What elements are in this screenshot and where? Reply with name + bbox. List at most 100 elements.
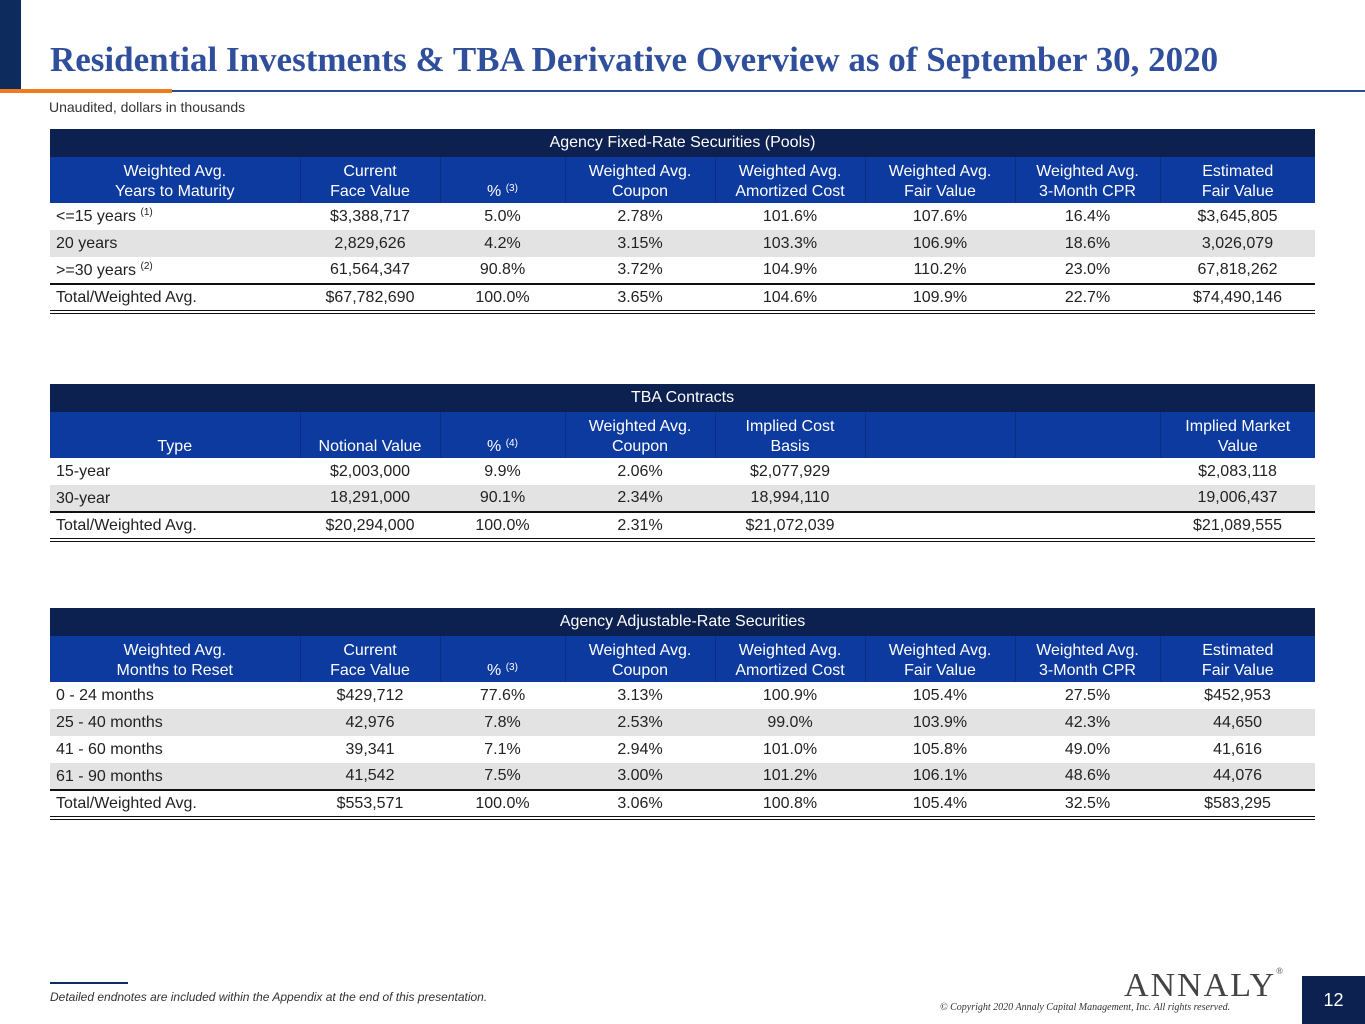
table-cell: $2,077,929	[749, 462, 831, 480]
table-cell: 2.78%	[617, 207, 663, 225]
table-row: 15-year $2,003,000 9.9% 2.06% $2,077,929 $2,…	[50, 458, 1315, 485]
column-header: Weighted Avg. Years to Maturity	[50, 157, 301, 203]
header-line-1: Estimated	[1202, 163, 1274, 180]
table-cell: $429,712	[336, 686, 404, 704]
adjustable-rate-table: Agency Adjustable-Rate Securities Weight…	[50, 608, 1316, 820]
table-row: 30-year 18,291,000 90.1% 2.34% 18,994,110 19…	[50, 485, 1316, 512]
total-cell: 100.0%	[440, 511, 565, 542]
header-line-1: Weighted Avg.	[888, 642, 992, 659]
table-cell: 42.3%	[1015, 709, 1160, 736]
page-title: Residential Investments & TBA Derivative…	[50, 40, 1219, 79]
page-number: 12	[1302, 976, 1365, 1024]
table-row: 25 - 40 months 42,976 7.8% 2.53% 99.0% 103.9…	[50, 709, 1316, 736]
header-footnote-ref: (4)	[505, 438, 518, 449]
header-label: Fair Value	[1201, 183, 1274, 200]
company-logo: ANNALY®	[1124, 966, 1283, 1005]
total-row: Total/Weighted Avg. $553,571 100.0% 3.06% 10…	[50, 789, 1316, 820]
column-header: Weighted Avg. Coupon	[565, 636, 716, 682]
header-label: %	[487, 662, 502, 679]
logo-registered-mark: ®	[1276, 966, 1283, 976]
row-footnote-ref: (2)	[140, 260, 153, 272]
table-cell: 3.72%	[617, 261, 663, 278]
column-header: Weighted Avg. 3-Month CPR	[1015, 636, 1161, 682]
header-line-1: Weighted Avg.	[123, 163, 227, 180]
column-header-row: Weighted Avg. Months to Reset Current Face…	[50, 636, 1316, 682]
column-header: % (4)	[440, 412, 566, 458]
table-row: >=30 years (2) 61,564,347 90.8% 3.72% 104.9%…	[50, 257, 1315, 284]
table-cell: 106.1%	[865, 763, 1015, 790]
row-label: 20 years	[56, 235, 118, 252]
logo-text: ANNALY	[1124, 967, 1277, 1004]
column-header: Weighted Avg. Months to Reset	[50, 636, 301, 682]
header-label: Value	[1217, 438, 1258, 455]
header-line-2: Value	[1165, 435, 1312, 455]
header-line-1: Estimated	[1202, 642, 1274, 659]
table-cell: 39,341	[345, 740, 395, 758]
table-cell: 27.5%	[1064, 686, 1111, 704]
table-cell: 101.0%	[762, 740, 818, 758]
table-cell: 3.13%	[617, 686, 663, 704]
table-cell: 67,818,262	[1197, 261, 1278, 278]
table-cell: $452,953	[1204, 686, 1271, 704]
row-label: 25 - 40 months	[56, 714, 163, 731]
table-cell: 61,564,347	[329, 261, 411, 278]
table-cell: 99.0%	[715, 709, 865, 736]
total-cell: $67,782,690	[300, 283, 440, 314]
endnote-text: Detailed endnotes are included within th…	[50, 990, 488, 1004]
table-cell: 23.0%	[1064, 261, 1111, 278]
row-footnote-ref: (1)	[140, 207, 153, 218]
table-cell: 44,650	[1160, 709, 1316, 736]
header-footnote-ref: (3)	[505, 662, 518, 673]
table-cell: 48.6%	[1015, 763, 1160, 790]
row-label-cell: 0 - 24 months	[50, 682, 300, 709]
row-label: <=15 years	[56, 208, 137, 225]
total-cell: 105.4%	[865, 789, 1015, 820]
header-label: %	[487, 183, 502, 200]
header-label: Amortized Cost	[735, 183, 845, 200]
header-line-2: Fair Value	[870, 659, 1011, 679]
column-header: Notional Value	[300, 412, 441, 458]
table-cell: 2,829,626	[300, 230, 440, 257]
header-label: Fair Value	[904, 662, 976, 679]
column-header	[865, 412, 1016, 458]
row-label-cell: 41 - 60 months	[50, 736, 300, 763]
table-cell: $2,003,000	[329, 462, 411, 480]
header-line-2: Face Value	[305, 659, 436, 679]
column-header: Weighted Avg. Fair Value	[865, 636, 1016, 682]
column-header: Weighted Avg. 3-Month CPR	[1015, 157, 1161, 203]
table-cell: 3,026,079	[1160, 230, 1316, 257]
header-label: Fair Value	[1201, 662, 1274, 679]
header-line-1: Weighted Avg.	[738, 163, 842, 180]
row-label: 0 - 24 months	[56, 687, 154, 704]
table-cell: 103.3%	[715, 230, 865, 257]
total-cell: 109.9%	[865, 283, 1015, 314]
header-label: 3-Month CPR	[1039, 662, 1136, 679]
total-cell: 3.65%	[565, 283, 715, 314]
column-header	[1015, 412, 1161, 458]
table-cell: 105.4%	[912, 686, 968, 704]
total-cell: $74,490,146	[1160, 283, 1316, 314]
table-cell: 9.9%	[484, 462, 521, 480]
total-cell	[865, 511, 1015, 542]
header-line-1: Weighted Avg.	[588, 163, 692, 180]
header-line-2: Notional Value	[305, 435, 436, 455]
table-row: 20 years 2,829,626 4.2% 3.15% 103.3% 106.9% 1…	[50, 230, 1316, 257]
row-label-cell: 15-year	[50, 458, 300, 485]
header-line-1: Current	[343, 163, 397, 180]
row-label: 30-year	[56, 489, 111, 507]
header-line-2: Face Value	[305, 180, 436, 200]
total-cell: 104.6%	[715, 283, 865, 314]
column-header-row: Weighted Avg. Years to Maturity Current Fa…	[50, 157, 1316, 203]
table-row: 41 - 60 months 39,341 7.1% 2.94% 101.0% 105.…	[50, 736, 1315, 763]
header-line-1: Current	[343, 642, 397, 659]
column-header: Estimated Fair Value	[1160, 636, 1316, 682]
table-cell: 77.6%	[479, 686, 526, 704]
header-label: %	[487, 438, 502, 455]
header-line-2: Months to Reset	[54, 659, 296, 679]
row-label: 41 - 60 months	[56, 741, 163, 758]
table-cell: 16.4%	[1064, 207, 1111, 225]
header-line-2: Fair Value	[1165, 659, 1312, 679]
total-cell: 22.7%	[1015, 283, 1160, 314]
header-label: Fair Value	[904, 183, 976, 200]
row-label-cell: >=30 years (2)	[50, 257, 300, 284]
